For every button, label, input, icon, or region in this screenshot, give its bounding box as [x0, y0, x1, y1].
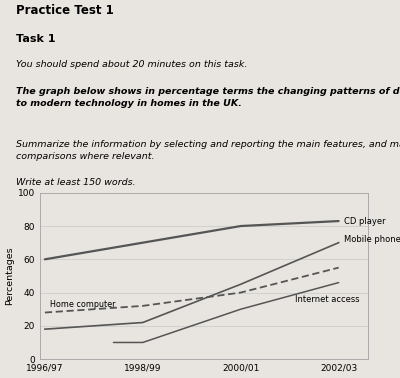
Text: Practice Test 1: Practice Test 1 — [16, 4, 114, 17]
Text: Summarize the information by selecting and reporting the main features, and make: Summarize the information by selecting a… — [16, 140, 400, 161]
Text: Home computer: Home computer — [50, 300, 115, 309]
Y-axis label: Percentages: Percentages — [5, 246, 14, 305]
Text: Mobile phone: Mobile phone — [344, 235, 400, 244]
Text: Task 1: Task 1 — [16, 34, 56, 44]
Text: CD player: CD player — [344, 217, 385, 226]
Text: Internet access: Internet access — [294, 295, 359, 304]
Text: You should spend about 20 minutes on this task.: You should spend about 20 minutes on thi… — [16, 60, 247, 70]
Text: Write at least 150 words.: Write at least 150 words. — [16, 178, 136, 187]
Text: The graph below shows in percentage terms the changing patterns of domestic acce: The graph below shows in percentage term… — [16, 87, 400, 108]
